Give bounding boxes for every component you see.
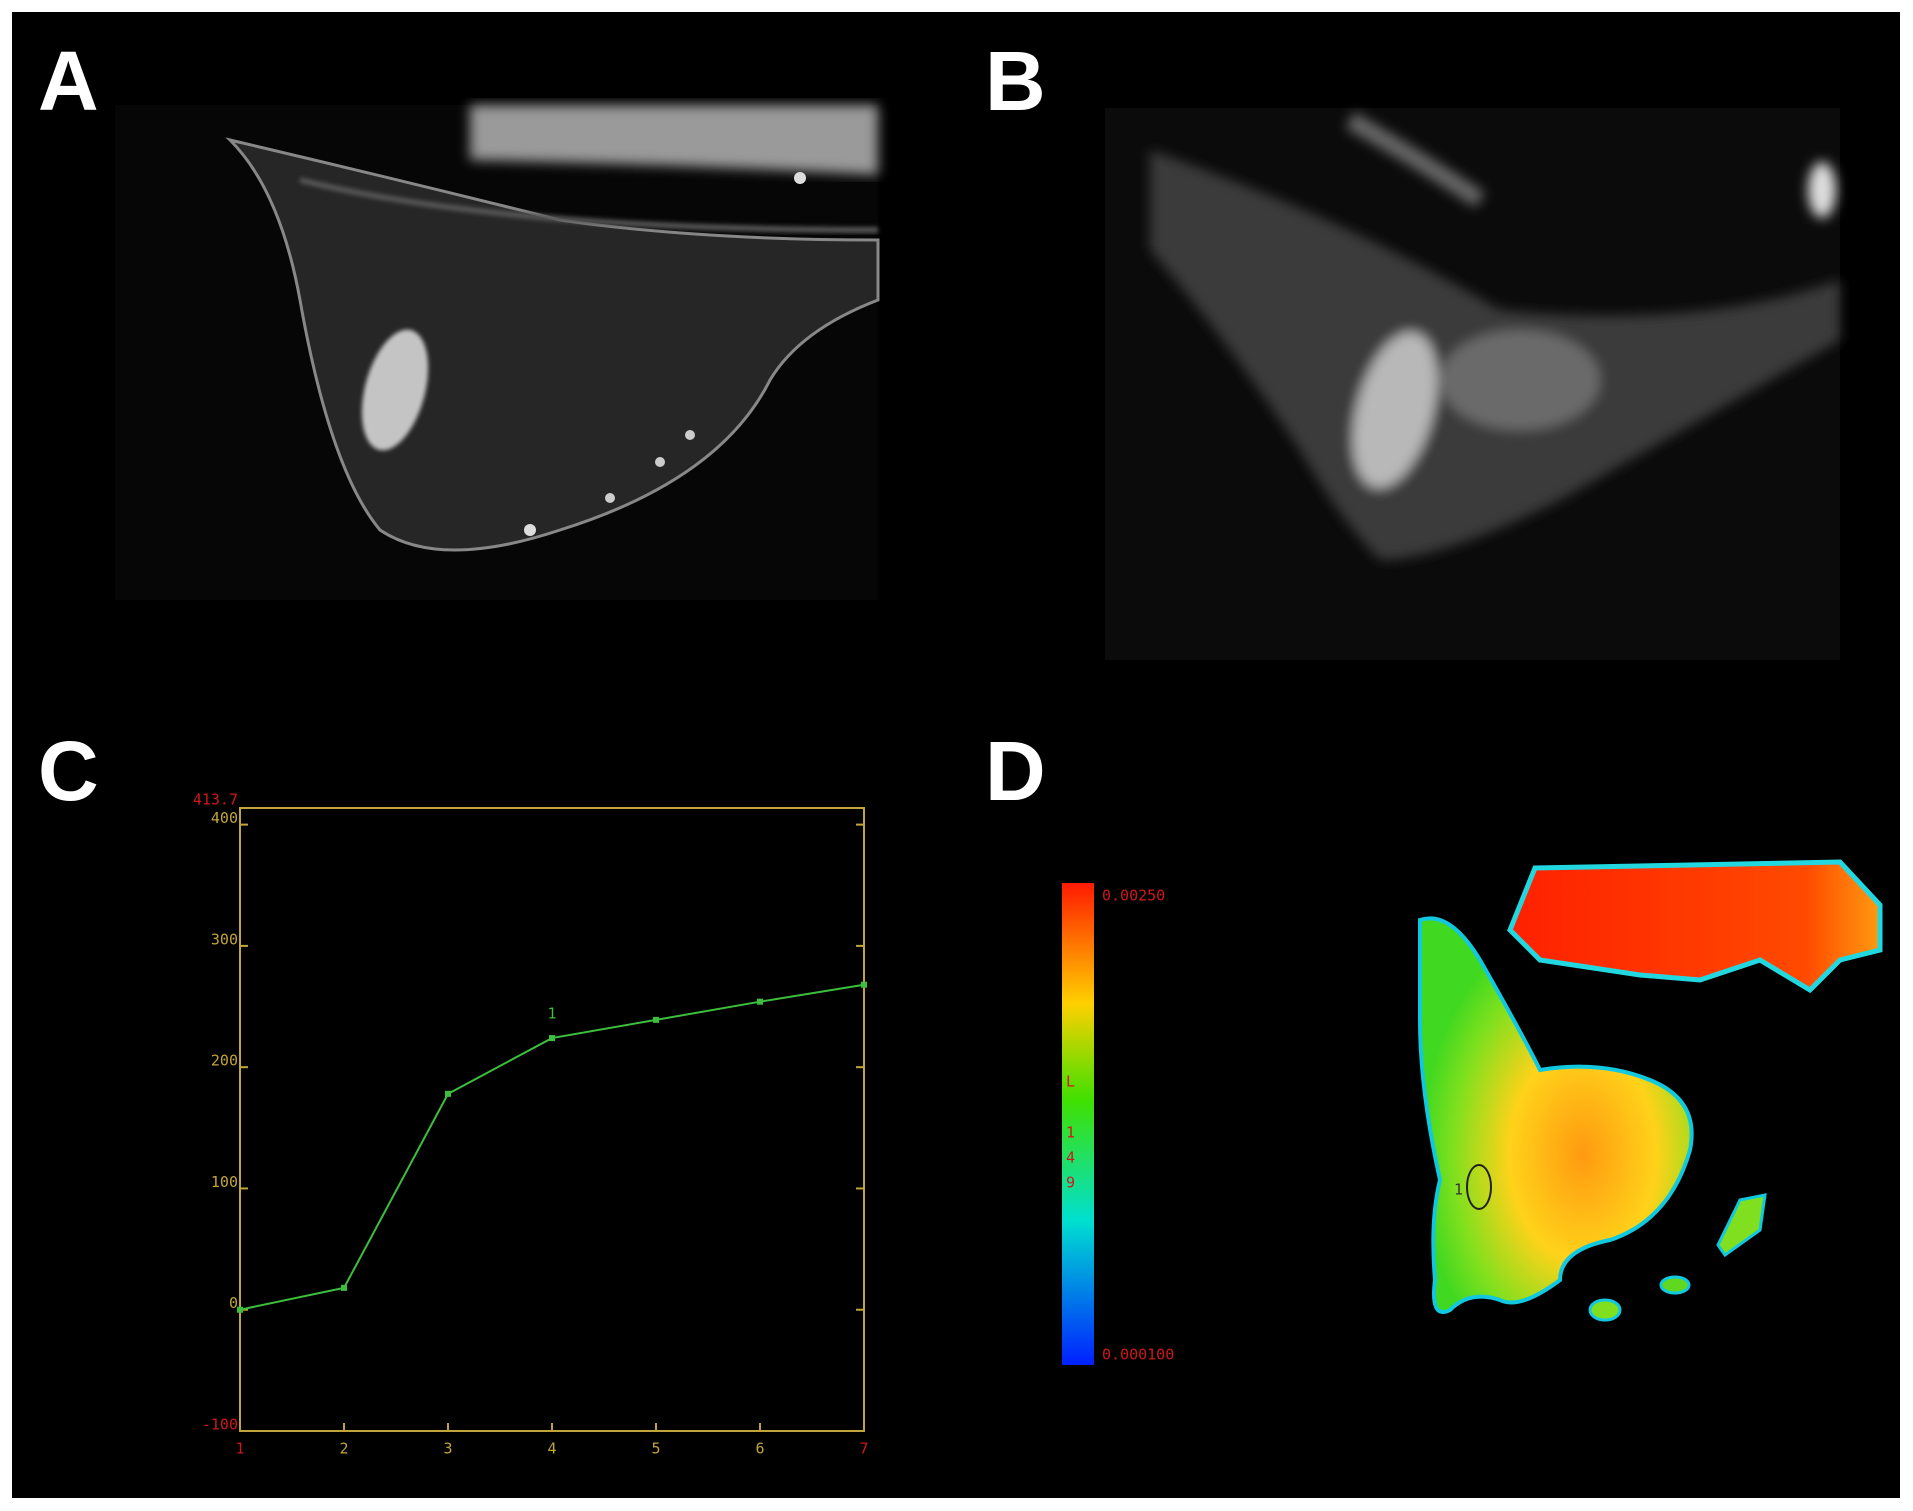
- x-tick-label: 5: [651, 1440, 660, 1458]
- panel-label: A: [38, 34, 99, 128]
- y-tick-label: 413.7: [193, 791, 238, 809]
- y-tick-label: 300: [211, 930, 238, 948]
- y-tick-label: -100: [202, 1416, 238, 1434]
- colorbar: [1062, 883, 1094, 1365]
- x-tick-label: 1: [235, 1440, 244, 1458]
- panel-label: D: [985, 724, 1046, 818]
- data-point: [237, 1306, 243, 1313]
- roi-label: 1: [1454, 1181, 1463, 1199]
- y-tick-label: 200: [211, 1052, 238, 1070]
- colorbar-side-label: L: [1066, 1073, 1075, 1091]
- x-tick-label: 2: [339, 1440, 348, 1458]
- data-point: [653, 1016, 659, 1023]
- colorbar-side-label: 9: [1066, 1174, 1075, 1192]
- adc-map: 1 0.00250 0.000100: [1062, 859, 1883, 1365]
- panel-label: C: [38, 724, 99, 818]
- colorbar-side-label: 1: [1066, 1124, 1075, 1142]
- data-point: [445, 1090, 451, 1097]
- data-point: [861, 981, 867, 988]
- data-point: [549, 1035, 555, 1042]
- colorbar-min-label: 0.000100: [1102, 1346, 1174, 1364]
- y-tick-label: 0: [229, 1294, 238, 1312]
- y-tick-label: 400: [211, 809, 238, 827]
- mri-image-b: [1105, 108, 1840, 660]
- x-tick-label: 7: [859, 1440, 868, 1458]
- data-point: [341, 1284, 347, 1291]
- colorbar-side-label: 4: [1066, 1149, 1075, 1167]
- data-point: [757, 998, 763, 1005]
- x-tick-label: 3: [443, 1440, 452, 1458]
- annotation: 1: [547, 1005, 556, 1023]
- colorbar-max-label: 0.00250: [1102, 887, 1165, 905]
- y-tick-label: 100: [211, 1173, 238, 1191]
- mri-image-a: [115, 105, 880, 600]
- x-tick-label: 4: [547, 1440, 556, 1458]
- x-tick-label: 6: [755, 1440, 764, 1458]
- panel-label: B: [985, 34, 1046, 128]
